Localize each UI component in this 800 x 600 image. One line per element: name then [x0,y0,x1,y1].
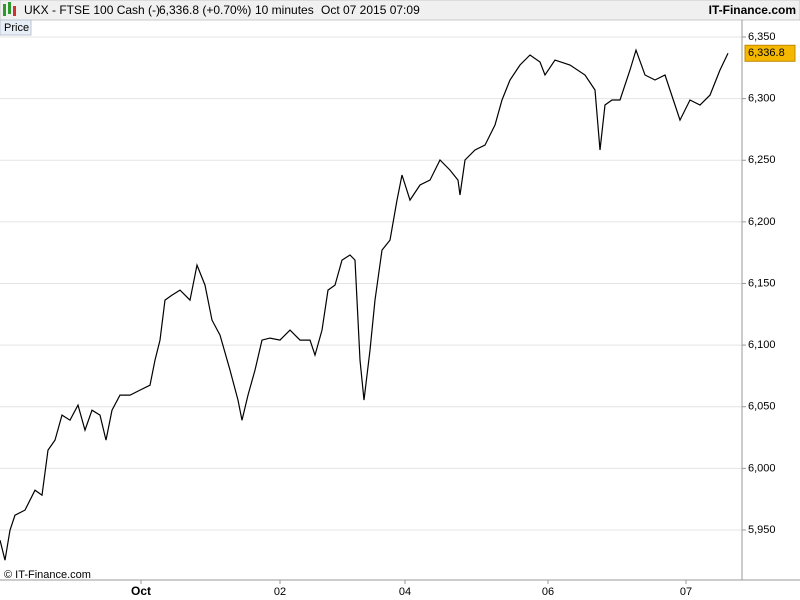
y-tick-label: 6,200 [748,216,776,228]
price-line [0,48,729,561]
panel-tab[interactable] [0,19,32,36]
y-tick-label: 5,950 [748,524,776,536]
last-price-label: 6,336.8 [748,47,785,59]
icon [13,6,16,16]
x-tick-label: Oct [131,584,151,598]
last-price-box [744,44,796,62]
timestamp: Oct 07 2015 07:09 [321,3,420,17]
icon [8,2,11,14]
x-tick-label: 04 [399,586,411,598]
x-tick-label: 07 [680,586,692,598]
y-tick-label: 6,150 [748,277,776,289]
copyright: © IT-Finance.com [4,569,91,581]
y-tick-label: 6,000 [748,462,776,474]
brand: IT-Finance.com [709,3,796,17]
interval: 10 minutes [255,3,314,17]
quote: 6,336.8 (+0.70%) [159,3,251,17]
x-tick-label: 02 [274,586,286,598]
instrument: UKX - FTSE 100 Cash (-) [24,3,160,17]
y-tick-label: 6,100 [748,339,776,351]
header-bar [0,0,800,21]
x-tick-label: 06 [542,586,554,598]
panel-label: Price [4,22,29,34]
y-tick-label: 6,250 [748,154,776,166]
y-tick-label: 6,050 [748,401,776,413]
y-tick-label: 6,350 [748,31,776,43]
icon [3,4,6,16]
y-tick-label: 6,300 [748,93,776,105]
